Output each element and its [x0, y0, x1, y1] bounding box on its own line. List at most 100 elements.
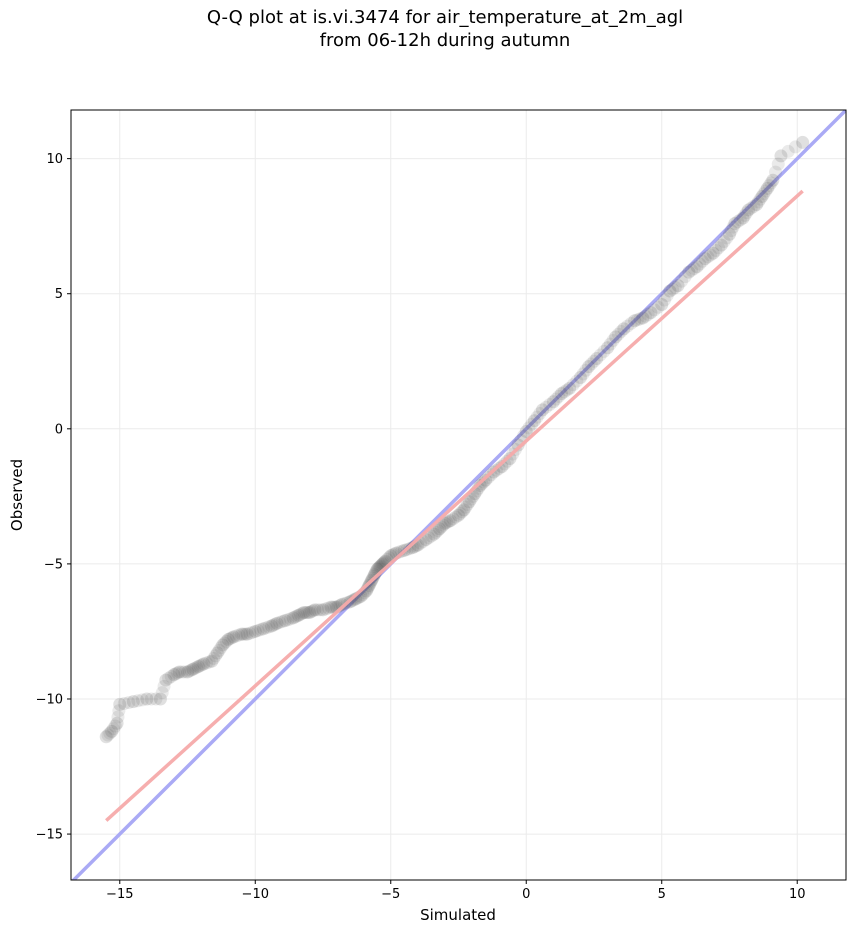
data-point-fill — [446, 512, 460, 526]
data-point-fill — [243, 626, 257, 640]
data-point-fill — [436, 518, 450, 532]
data-point — [110, 716, 124, 730]
data-point — [452, 508, 465, 522]
data-point — [690, 260, 704, 274]
data-point — [755, 189, 769, 203]
data-point-fill — [614, 325, 628, 339]
data-point — [655, 298, 669, 312]
data-point — [248, 624, 262, 638]
data-point-fill — [492, 461, 506, 475]
data-point — [105, 724, 119, 738]
data-point — [433, 522, 447, 536]
y-tick-label: 10 — [46, 152, 63, 167]
data-point-fill — [657, 293, 671, 307]
data-point-fill — [442, 515, 456, 529]
data-point-fill — [122, 696, 136, 710]
data-point-fill — [525, 417, 539, 431]
data-point-fill — [238, 627, 252, 641]
data-point-fill — [157, 679, 171, 693]
data-point — [519, 425, 533, 439]
data-point-fill — [268, 617, 282, 631]
data-point-fill — [620, 319, 634, 333]
data-point-fill — [202, 655, 216, 669]
data-point — [292, 608, 306, 622]
data-point-fill — [731, 215, 745, 229]
data-point — [462, 495, 476, 509]
x-axis-ticks: −15 −10 −5 0 5 10 — [106, 880, 805, 902]
data-point-fill — [321, 601, 335, 615]
data-point-fill — [552, 389, 566, 403]
data-point-fill — [753, 192, 767, 206]
data-point-fill — [717, 234, 731, 248]
data-point — [172, 665, 186, 679]
data-point — [99, 730, 113, 744]
fit-line — [105, 189, 804, 822]
data-point-fill — [266, 618, 280, 632]
data-point-fill — [218, 636, 232, 650]
data-point-fill — [232, 628, 246, 642]
data-point-fill — [431, 524, 445, 538]
data-point-fill — [759, 184, 773, 198]
data-point-fill — [738, 208, 752, 222]
data-point-fill — [290, 609, 304, 623]
data-point — [601, 341, 615, 355]
data-point-fill — [131, 694, 145, 708]
data-point-fill — [660, 289, 674, 303]
data-point-fill — [709, 243, 723, 257]
data-point — [335, 597, 349, 611]
y-tick-label: −10 — [36, 692, 63, 707]
data-point — [297, 606, 311, 620]
data-point-fill — [171, 666, 185, 680]
identity-line — [71, 110, 846, 880]
data-point — [636, 311, 650, 325]
data-point-fill — [557, 385, 571, 399]
data-point — [227, 630, 241, 644]
y-tick-label: 0 — [55, 422, 63, 437]
data-point — [698, 252, 712, 266]
data-point-fill — [666, 282, 680, 296]
data-point-fill — [193, 659, 207, 673]
data-point-fill — [633, 312, 647, 326]
data-point-fill — [543, 397, 557, 411]
data-point-fill — [219, 634, 233, 648]
data-point-fill — [164, 669, 178, 683]
data-point — [617, 322, 631, 336]
data-point-fill — [225, 631, 239, 645]
data-point-fill — [453, 506, 467, 520]
data-point — [140, 692, 154, 706]
chart-title-line-1: Q-Q plot at is.vi.3474 for air_temperatu… — [206, 7, 684, 28]
data-point-fill — [500, 454, 514, 468]
data-point — [663, 284, 677, 298]
data-point-fill — [724, 224, 738, 238]
data-point-fill — [333, 598, 347, 612]
data-point — [265, 619, 279, 633]
data-point-fill — [449, 510, 463, 524]
data-points — [99, 135, 810, 744]
data-point — [682, 265, 696, 279]
chart-title-line-2: from 06-12h during autumn — [319, 30, 571, 51]
data-point — [256, 622, 270, 636]
data-point — [153, 692, 167, 706]
data-point — [270, 616, 284, 630]
data-point — [457, 503, 471, 517]
data-point-fill — [304, 605, 318, 619]
data-point — [210, 646, 224, 660]
data-point — [582, 360, 596, 374]
data-point — [563, 381, 577, 395]
data-point — [197, 657, 211, 671]
data-point-fill — [162, 671, 176, 685]
data-point-fill — [361, 580, 375, 594]
data-point-fill — [440, 515, 454, 529]
data-point-fill — [678, 270, 692, 284]
data-point-fill — [214, 641, 228, 655]
data-point-fill — [262, 620, 276, 634]
data-point — [349, 592, 363, 606]
data-point — [367, 568, 381, 582]
data-point — [438, 516, 452, 530]
data-point-fill — [757, 187, 771, 201]
grid-lines — [71, 110, 846, 880]
data-point-fill — [273, 615, 287, 629]
data-point — [741, 203, 755, 217]
x-tick-label: 10 — [789, 887, 806, 902]
data-point — [302, 606, 316, 620]
